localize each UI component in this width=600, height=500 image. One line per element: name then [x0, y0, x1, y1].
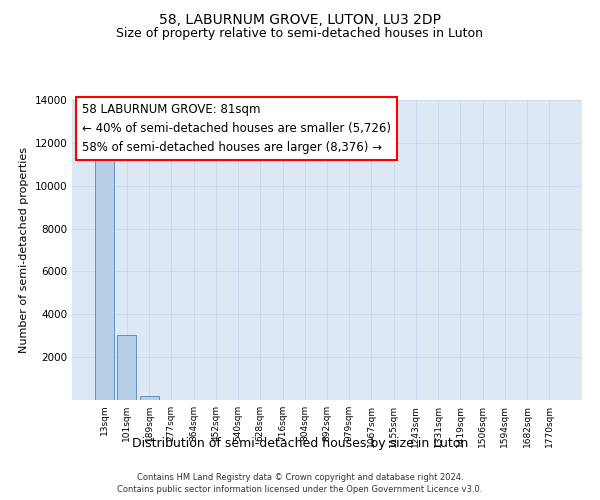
Y-axis label: Number of semi-detached properties: Number of semi-detached properties	[19, 147, 29, 353]
Text: 58 LABURNUM GROVE: 81sqm
← 40% of semi-detached houses are smaller (5,726)
58% o: 58 LABURNUM GROVE: 81sqm ← 40% of semi-d…	[82, 103, 391, 154]
Bar	[95, 156, 114, 400]
Bar	[140, 396, 158, 400]
Text: Contains public sector information licensed under the Open Government Licence v3: Contains public sector information licen…	[118, 485, 482, 494]
Bar	[118, 334, 136, 400]
Text: 58, LABURNUM GROVE, LUTON, LU3 2DP: 58, LABURNUM GROVE, LUTON, LU3 2DP	[159, 12, 441, 26]
Text: Contains HM Land Registry data © Crown copyright and database right 2024.: Contains HM Land Registry data © Crown c…	[137, 472, 463, 482]
Text: Distribution of semi-detached houses by size in Luton: Distribution of semi-detached houses by …	[132, 438, 468, 450]
Text: Size of property relative to semi-detached houses in Luton: Size of property relative to semi-detach…	[116, 28, 484, 40]
